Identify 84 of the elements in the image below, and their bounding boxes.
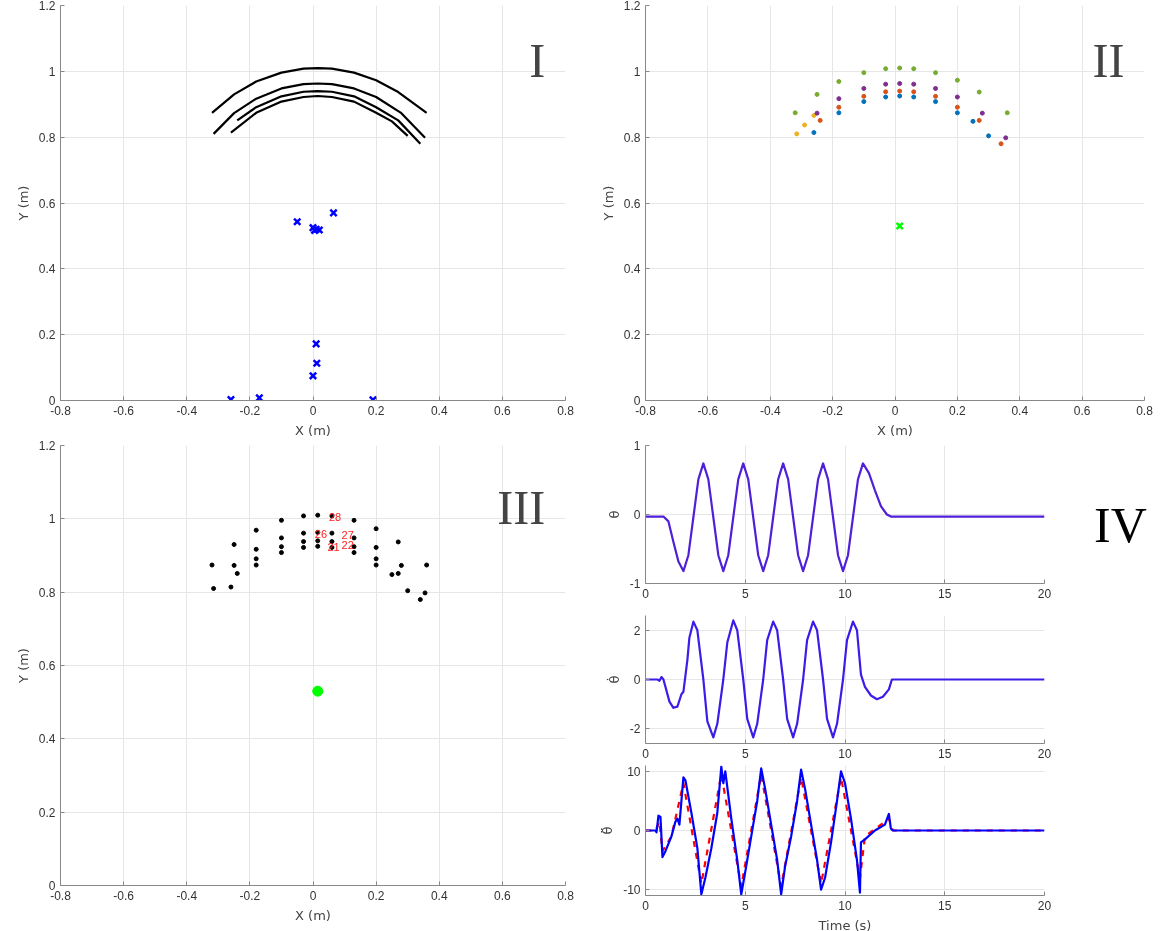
x-tick-label: 5 [741,746,749,761]
x-tick-label: -0.4 [176,888,198,903]
x-tick-label: -0.6 [697,403,719,418]
x-tick-label: 0.4 [430,403,448,418]
x-tick-label: -0.6 [113,888,135,903]
y-tick-label: 0.2 [38,328,56,343]
x-axis-title: X (m) [877,422,913,438]
y-axis-title: θ [606,510,622,519]
x-tick-label: -0.6 [113,403,135,418]
y-tick-label: 0 [633,508,641,522]
y-tick-label: -2 [629,722,641,737]
y-axis-title: Y (m) [600,185,616,222]
x-tick-label: 10 [838,898,852,913]
x-tick-label: 0 [891,403,899,418]
y-tick-label: -10 [623,883,641,898]
x-tick-label: 20 [1037,898,1052,913]
y-tick-label: 0.6 [623,196,641,211]
y-tick-label: 2 [633,623,641,638]
x-tick-label: 5 [741,898,749,913]
y-axis-title: Y (m) [15,185,31,222]
text: IV [1093,496,1147,555]
y-tick-label: 1.2 [38,439,56,453]
y-tick-label: 10 [627,764,641,779]
y-tick-label: 0.2 [38,805,56,820]
y-tick-label: 1 [633,439,641,453]
y-tick-label: 1 [48,64,56,79]
x-tick-label: 20 [1037,586,1052,601]
x-tick-label: 15 [938,746,952,761]
x-tick-label: 0.2 [367,888,385,903]
x-axis-title: X (m) [295,422,331,438]
x-tick-label: 0.2 [367,403,385,418]
y-tick-label: 1.2 [623,0,641,13]
x-tick-label: -0.2 [239,403,261,418]
y-tick-label: 0.2 [623,328,641,343]
x-tick-label: 20 [1037,746,1052,761]
y-tick-label: 1.2 [38,0,56,13]
y-axis-title: Y (m) [15,648,31,684]
y-tick-label: 0 [633,394,641,408]
x-tick-label: 0.2 [949,403,967,418]
x-tick-label: 0.4 [430,888,448,903]
annotation: 22 [341,539,354,552]
x-tick-label: -0.4 [176,403,198,418]
annotation: 28 [328,511,342,523]
annotation: 26 [314,528,328,541]
y-tick-label: 0 [48,394,56,408]
x-tick-label: 0 [309,888,317,903]
x-tick-label: 10 [838,746,852,761]
y-tick-label: 0 [48,879,56,893]
x-tick-label: 0.8 [557,403,575,418]
y-tick-label: 0.8 [38,130,56,145]
annotation: 27 [341,529,354,542]
x-tick-label: 10 [838,586,852,601]
x-axis-title: X (m) [295,907,331,923]
x-tick-label: 0 [309,403,317,418]
y-tick-label: 0 [633,824,641,838]
y-tick-label: -1 [629,577,641,591]
x-tick-label: 0.8 [557,888,575,903]
x-tick-label: 5 [741,586,749,601]
y-axis-title: θ̈ [599,826,616,835]
x-tick-label: 0.6 [1073,403,1091,418]
y-tick-label: 0.4 [38,732,56,747]
x-tick-label: 0.8 [1136,403,1154,418]
y-tick-label: 1 [633,64,641,79]
annotation: III [497,480,546,534]
annotation: II [1092,34,1125,88]
annotation: 21 [327,541,340,554]
y-tick-label: 0.8 [623,130,641,145]
x-tick-label: 0.6 [494,403,512,418]
y-tick-label: 0.4 [623,262,641,277]
x-tick-label: -0.4 [759,403,781,418]
x-tick-label: -0.2 [822,403,844,418]
x-tick-label: -0.2 [239,888,261,903]
y-tick-label: 0.6 [38,196,56,211]
y-tick-label: 0.4 [38,262,56,277]
y-tick-label: 0 [633,673,641,687]
x-tick-label: 15 [938,898,952,913]
x-tick-label: 0.6 [494,888,512,903]
y-tick-label: 0.6 [38,659,56,673]
x-tick-label: 0.4 [1011,403,1029,418]
y-axis-title: θ̇ [606,675,622,684]
y-tick-label: 1 [48,512,56,527]
x-tick-label: 15 [938,586,952,601]
x-axis-title: Time (s) [817,917,872,931]
annotation: I [529,34,546,88]
